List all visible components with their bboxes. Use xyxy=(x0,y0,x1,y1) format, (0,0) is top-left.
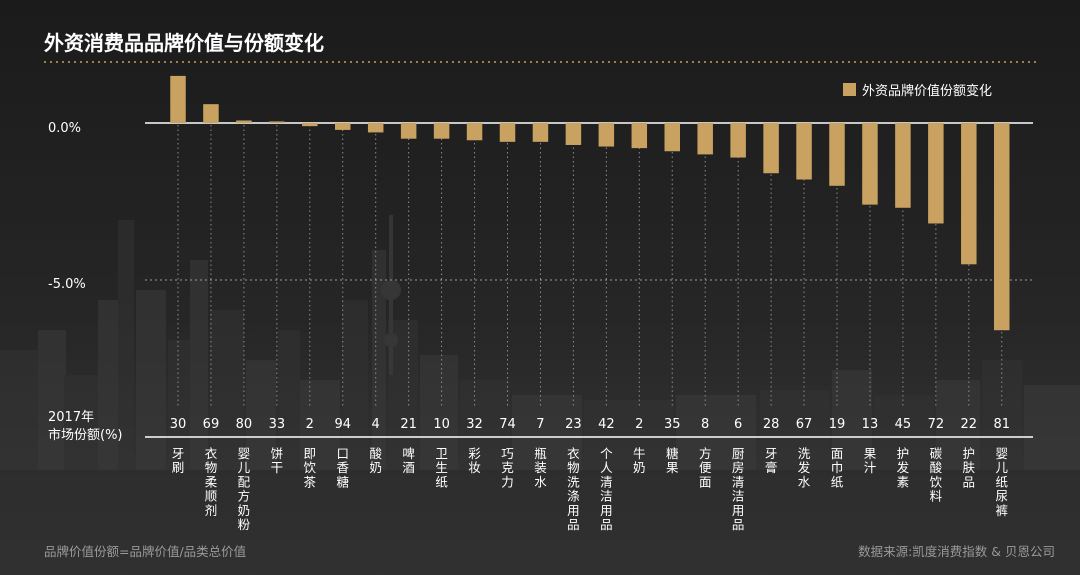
share-label: 4 xyxy=(372,417,380,432)
bar-护肤品 xyxy=(961,123,977,265)
bar-护发素 xyxy=(895,123,911,208)
share-label: 10 xyxy=(433,417,450,432)
footnote-source: 数据来源:凯度消费指数 & 贝恩公司 xyxy=(858,544,1055,559)
chart-title: 外资消费品品牌价值与份额变化 xyxy=(44,31,324,55)
share-label: 72 xyxy=(928,417,945,432)
legend-label: 外资品牌价值份额变化 xyxy=(862,83,992,99)
category-label: 婴儿纸尿裤 xyxy=(995,446,1008,518)
share-label: 23 xyxy=(565,417,582,432)
gridlines xyxy=(145,122,1033,281)
share-label: 7 xyxy=(536,417,544,432)
category-label: 啤酒 xyxy=(402,446,415,475)
y-tick-0: 0.0% xyxy=(48,121,81,136)
category-label: 果汁 xyxy=(864,446,877,475)
share-label: 28 xyxy=(763,417,780,432)
bar-牙刷 xyxy=(170,75,186,123)
skyline-river xyxy=(0,470,1080,575)
share-label: 81 xyxy=(993,417,1010,432)
share-label: 80 xyxy=(236,417,253,432)
category-label: 护发素 xyxy=(897,446,910,489)
share-row-label-unit: 市场份额(%) xyxy=(48,427,123,443)
category-label: 糖果 xyxy=(666,446,679,475)
share-label: 6 xyxy=(734,417,742,432)
share-label: 94 xyxy=(334,417,351,432)
bar-面巾纸 xyxy=(829,123,845,186)
category-label: 衣物洗涤用品 xyxy=(567,446,580,532)
bar-啤酒 xyxy=(400,123,417,139)
category-label: 牙膏 xyxy=(765,446,778,475)
skyline-tower-sphere xyxy=(381,280,401,300)
category-label: 个人清洁用品 xyxy=(600,446,613,532)
share-label: 33 xyxy=(269,417,286,432)
bar-彩妆 xyxy=(466,123,483,141)
share-label: 67 xyxy=(796,417,813,432)
bar-碳酸饮料 xyxy=(928,123,944,224)
bar-婴儿纸尿裤 xyxy=(994,123,1010,331)
category-label: 护肤品 xyxy=(963,446,976,489)
category-label: 牛奶 xyxy=(633,446,646,475)
bar-洗发水 xyxy=(796,123,812,180)
category-label: 洗发水 xyxy=(798,446,811,489)
city-skyline-image xyxy=(0,215,1080,575)
category-label: 碳酸饮料 xyxy=(930,446,943,504)
share-label: 45 xyxy=(895,417,912,432)
bar-酸奶 xyxy=(367,123,384,133)
share-label: 19 xyxy=(829,417,846,432)
share-labels: 30 69 80 33 2 94 4 21 10 32 74 7 23 42 2 35 8 6 28 67 19 13 45… xyxy=(170,417,1010,432)
bar-厨房清洁用品 xyxy=(730,123,746,158)
category-label: 面巾纸 xyxy=(831,446,844,489)
footnote-definition: 品牌价值份额=品牌价值/品类总价值 xyxy=(44,544,246,559)
bar-果汁 xyxy=(862,123,878,205)
bar-衣物柔顺剂 xyxy=(203,104,219,123)
share-label: 35 xyxy=(664,417,681,432)
bar-巧克力 xyxy=(499,123,516,142)
bar-牛奶 xyxy=(631,123,648,149)
category-label: 瓶装水 xyxy=(534,446,547,489)
category-label: 厨房清洁用品 xyxy=(732,446,745,532)
y-tick-minus5: -5.0% xyxy=(48,277,86,292)
category-label: 牙刷 xyxy=(172,446,185,475)
category-label: 巧克力 xyxy=(501,446,514,489)
category-label: 衣物柔顺剂 xyxy=(205,446,218,518)
category-label: 方便面 xyxy=(699,446,712,489)
share-row-label-year: 2017年 xyxy=(48,410,94,425)
bar-饼干 xyxy=(269,121,285,123)
category-label: 即饮茶 xyxy=(304,446,317,489)
share-label: 21 xyxy=(400,417,417,432)
share-label: 8 xyxy=(701,417,709,432)
skyline-tower-sphere xyxy=(384,333,398,347)
share-label: 13 xyxy=(862,417,879,432)
share-label: 74 xyxy=(499,417,516,432)
category-label: 彩妆 xyxy=(468,446,481,475)
share-label: 22 xyxy=(961,417,978,432)
bar-卫生纸 xyxy=(433,123,450,139)
bar-方便面 xyxy=(697,123,713,155)
share-label: 69 xyxy=(203,417,220,432)
category-label: 酸奶 xyxy=(369,446,382,475)
share-label: 2 xyxy=(306,417,314,432)
category-label: 饼干 xyxy=(271,446,284,475)
share-label: 42 xyxy=(598,417,615,432)
bar-口香糖 xyxy=(335,123,351,130)
share-label: 30 xyxy=(170,417,187,432)
category-label: 婴儿配方奶粉 xyxy=(238,446,251,532)
bar-糖果 xyxy=(664,123,680,152)
legend: 外资品牌价值份额变化 xyxy=(843,83,992,99)
bar-衣物洗涤用品 xyxy=(565,123,582,145)
bar-瓶装水 xyxy=(532,123,549,142)
bar-牙膏 xyxy=(763,123,779,174)
category-label: 口香糖 xyxy=(336,446,349,489)
share-label: 2 xyxy=(635,417,643,432)
legend-swatch xyxy=(843,83,856,96)
category-label: 卫生纸 xyxy=(435,446,448,489)
bars xyxy=(170,75,1010,408)
bar-即饮茶 xyxy=(302,123,318,127)
bar-个人清洁用品 xyxy=(598,123,615,147)
share-label: 32 xyxy=(466,417,483,432)
bar-婴儿配方奶粉 xyxy=(236,120,252,123)
